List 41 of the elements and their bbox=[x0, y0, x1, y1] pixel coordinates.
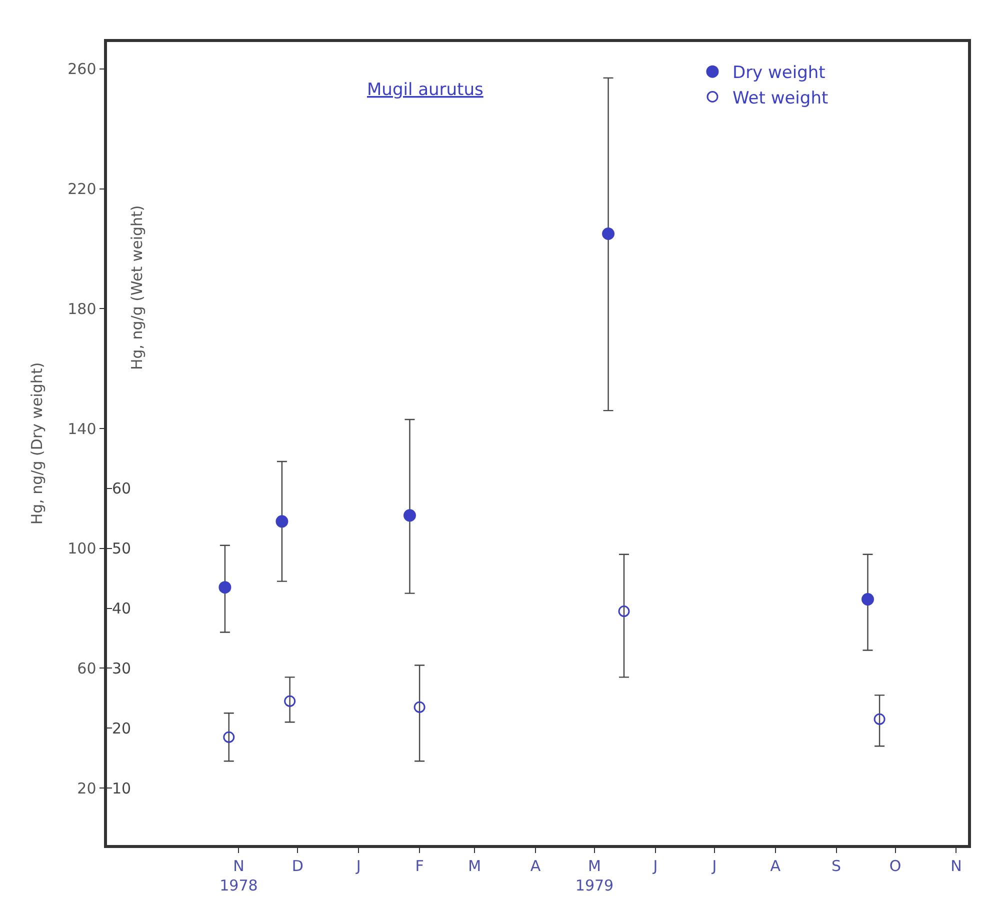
text: Mugil aurutus bbox=[367, 80, 484, 100]
x-tick-label: D bbox=[292, 856, 304, 875]
y-tick-label: 100 bbox=[68, 540, 96, 558]
point bbox=[218, 581, 232, 594]
y-tick-label: 20 bbox=[77, 779, 96, 798]
legend-label: Wet weight bbox=[732, 88, 828, 108]
x-tick-label: A bbox=[770, 856, 782, 875]
y-tick-label: 60 bbox=[77, 659, 96, 678]
x-tick-label: N bbox=[950, 856, 962, 875]
x-tick-label: S bbox=[832, 856, 842, 875]
y2-tick-label: 20 bbox=[112, 719, 132, 738]
x-tick-label: N 1978 bbox=[220, 856, 258, 894]
point bbox=[414, 701, 426, 713]
x-tick-label: J bbox=[711, 856, 717, 875]
point bbox=[284, 695, 296, 707]
x-tick-label: J bbox=[355, 856, 361, 875]
point bbox=[618, 606, 630, 618]
y2-tick-label: 40 bbox=[112, 600, 132, 618]
legend-label: Dry weight bbox=[732, 63, 826, 84]
y2-tick-label: 50 bbox=[112, 540, 132, 558]
point bbox=[403, 509, 416, 522]
y-tick-label: 140 bbox=[68, 420, 96, 438]
x-tick-label: J bbox=[652, 856, 658, 875]
x-tick-label: M 1979 bbox=[575, 856, 614, 894]
y2-tick-label: 60 bbox=[112, 480, 132, 498]
y-tick-label: 220 bbox=[68, 180, 96, 198]
point bbox=[862, 593, 874, 606]
y-tick-label: 180 bbox=[68, 300, 96, 318]
point bbox=[223, 731, 235, 743]
point bbox=[874, 713, 886, 725]
point bbox=[276, 515, 288, 528]
x-tick-label: A bbox=[530, 856, 542, 875]
x-tick-label: O bbox=[889, 856, 902, 875]
x-tick-label: M bbox=[468, 856, 482, 875]
y-axis-title: Hg, ng/g (Dry weight) bbox=[28, 362, 46, 525]
y-tick-label: 260 bbox=[68, 60, 96, 78]
y2-tick-label: 10 bbox=[112, 779, 132, 798]
y2-tick-label: 30 bbox=[112, 659, 132, 678]
x-tick-label: F bbox=[415, 856, 424, 875]
y2-axis-title: Hg, ng/g (Wet weight) bbox=[128, 205, 146, 370]
point bbox=[602, 228, 615, 240]
